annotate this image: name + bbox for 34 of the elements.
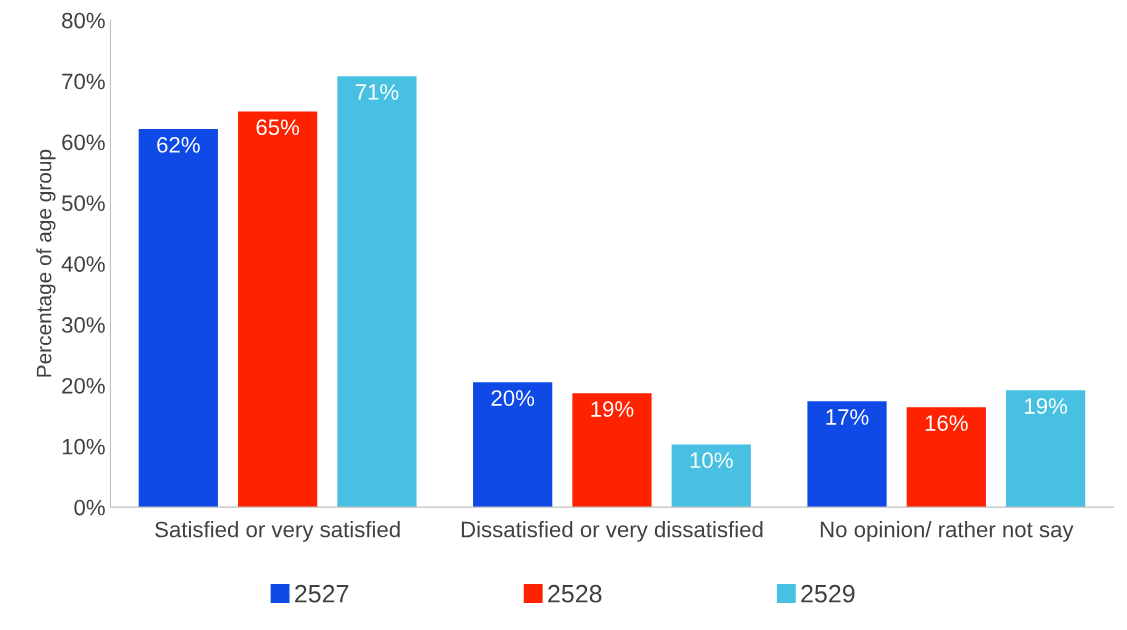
legend-label: 2529 [801,584,855,603]
x-tick-label: No opinion/ rather not say [820,521,1074,542]
bar [473,382,553,508]
y-tick-label: 20% [62,377,105,394]
data-label: 19% [1025,398,1068,414]
x-tick-label: Satisfied or very satisfied [155,521,400,542]
y-tick-label: 70% [62,73,105,90]
bar [807,401,887,508]
bar [671,444,751,508]
y-tick-label: 80% [62,12,105,29]
data-label: 17% [826,409,869,425]
legend-label: 2527 [295,584,349,603]
y-tick-label: 10% [62,438,105,455]
bar [238,111,318,508]
bar [572,393,652,508]
data-label: 20% [491,390,535,406]
legend-label: 2528 [548,584,602,603]
y-tick-label: 60% [62,134,105,151]
data-label: 10% [690,452,733,469]
bar [1005,390,1086,508]
data-label: 71% [355,84,399,100]
bar [337,76,417,508]
y-tick-label: 0% [74,499,105,516]
x-tick-label: Dissatisfied or very dissatisfied [461,521,763,542]
y-tick-label: 40% [61,256,105,272]
y-tick-label: 50% [62,195,105,212]
bar [138,129,218,508]
y-tick-label: 30% [61,317,105,333]
bar [906,407,986,508]
data-label: 62% [157,137,200,153]
data-label: 65% [256,119,300,136]
data-label: 19% [591,401,634,417]
data-label: 16% [925,415,968,431]
y-axis-title: Percentage of age group [36,149,56,377]
